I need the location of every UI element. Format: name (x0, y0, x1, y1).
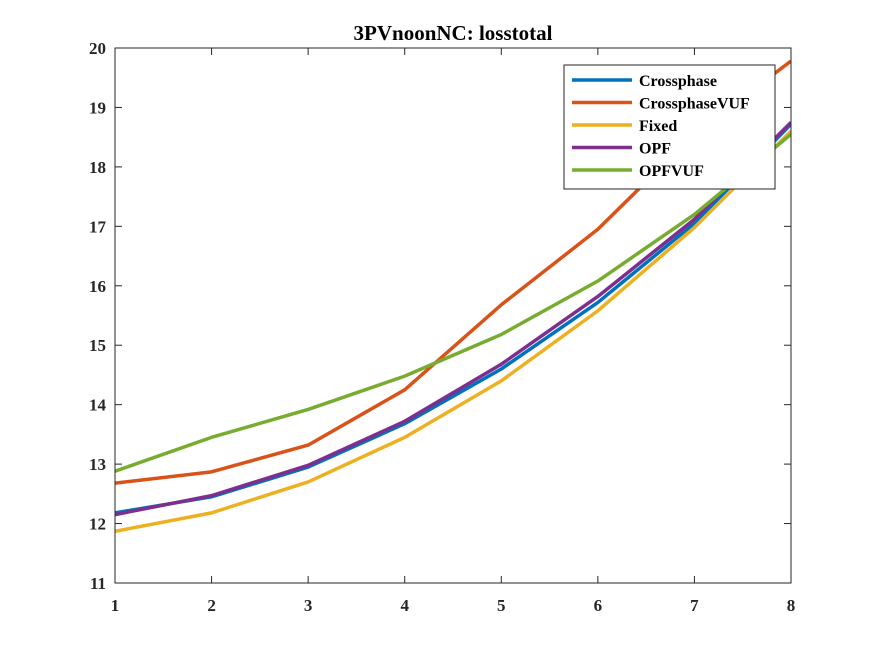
y-tick-label: 20 (89, 39, 106, 58)
y-tick-label: 15 (89, 336, 106, 355)
chart-title: 3PVnoonNC: losstotal (354, 21, 553, 45)
legend-label: OPFVUF (639, 163, 704, 180)
y-tick-label: 18 (89, 158, 106, 177)
series-line-fixed (115, 129, 791, 534)
x-tick-label: 2 (207, 596, 216, 615)
legend-label: OPF (639, 141, 671, 158)
x-tick-label: 7 (690, 596, 699, 615)
x-tick-label: 1 (111, 596, 120, 615)
x-tick-label: 6 (594, 596, 603, 615)
series-line-opfvuf (115, 132, 791, 473)
legend: Crossphase CrossphaseVUF Fixed OPF OPFVUF (563, 64, 776, 190)
x-tick-label: 5 (497, 596, 506, 615)
y-tick-label: 12 (89, 515, 106, 534)
x-tick-label: 4 (400, 596, 409, 615)
y-tick-label: 16 (89, 277, 106, 296)
x-tick-label: 8 (787, 596, 796, 615)
plot-frame (114, 47, 792, 584)
legend-label: Crossphase (639, 73, 717, 90)
x-tick-label: 3 (304, 596, 313, 615)
y-tick-label: 17 (89, 217, 107, 236)
y-tick-label: 19 (89, 98, 106, 117)
legend-label: Fixed (639, 118, 677, 135)
series-line-opf (115, 121, 791, 517)
legend-label: CrossphaseVUF (639, 96, 750, 113)
y-tick-label: 11 (90, 574, 106, 593)
y-tick-label: 14 (89, 396, 107, 415)
y-tick-label: 13 (89, 455, 106, 474)
